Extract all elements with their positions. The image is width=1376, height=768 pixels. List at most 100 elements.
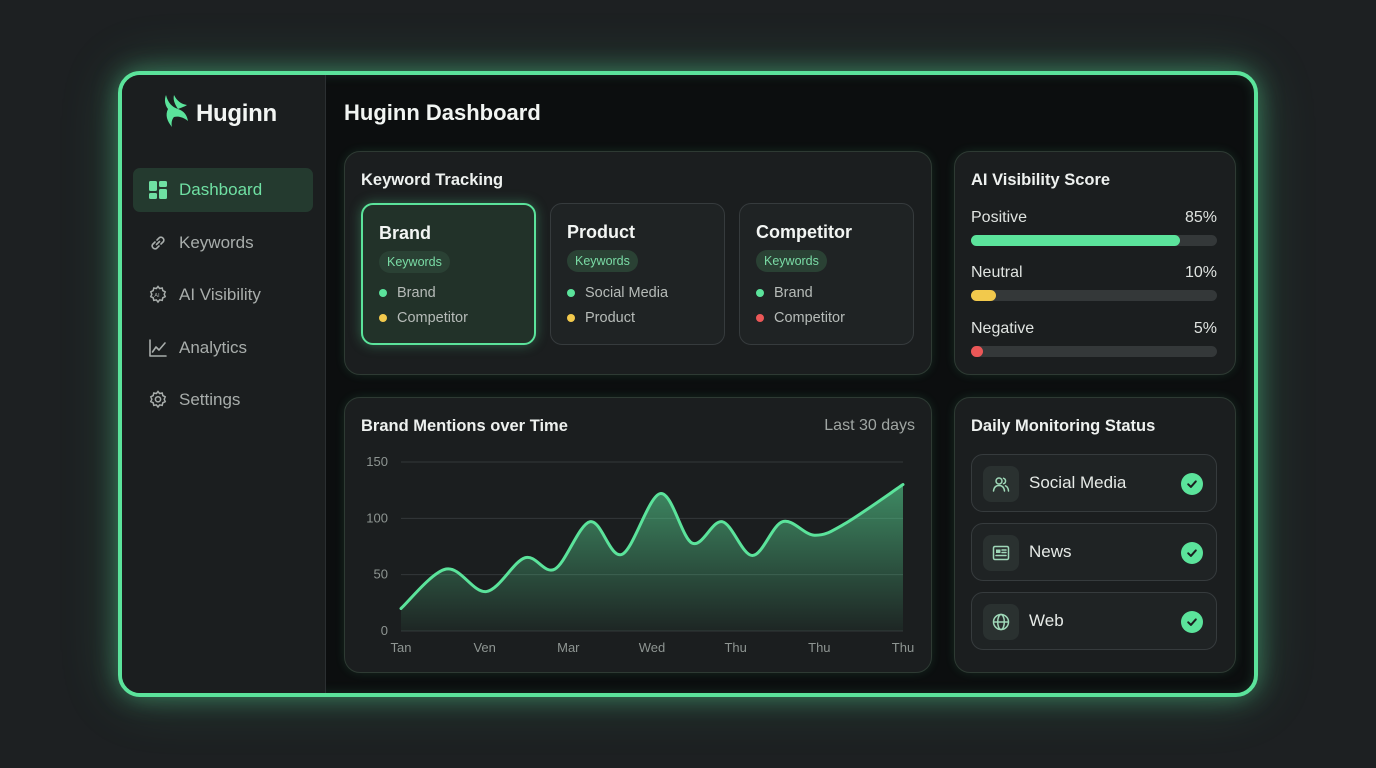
x-tick-label: Thu (724, 640, 746, 655)
keyword-item: Social Media (567, 285, 668, 301)
monitor-item-label: Web (1029, 611, 1064, 630)
card-title: Daily Monitoring Status (971, 417, 1156, 435)
visibility-row-neutral: Neutral 10% (971, 264, 1217, 301)
progress-fill (971, 290, 996, 301)
x-tick-label: Thu (808, 640, 830, 655)
status-dot (756, 289, 764, 297)
keyword-tracking-card: Keyword Tracking Brand Keywords Brand Co… (344, 151, 932, 375)
status-dot (379, 289, 387, 297)
visibility-percent: 85% (1184, 209, 1217, 226)
keyword-item: Brand (379, 285, 436, 301)
app-window: Huginn Dashboard (118, 71, 1258, 697)
svg-text:AI: AI (154, 293, 160, 299)
globe-icon (983, 604, 1019, 640)
x-tick-label: Mar (557, 640, 580, 655)
keyword-item-label: Competitor (397, 310, 468, 326)
keyword-card-name: Product (567, 222, 636, 242)
series-area (401, 484, 903, 631)
sidebar-item-ai-visibility[interactable]: AI AI Visibility (133, 273, 313, 317)
y-tick-label: 100 (366, 510, 388, 525)
date-range-selector[interactable]: Last 30 days (824, 417, 915, 434)
monitor-item-social-media[interactable]: Social Media (971, 454, 1217, 512)
visibility-label: Neutral (971, 264, 1023, 281)
line-chart-icon (147, 337, 169, 359)
sidebar-item-label: Analytics (179, 337, 248, 357)
visibility-row-negative: Negative 5% (971, 320, 1217, 357)
visibility-percent: 5% (1193, 320, 1217, 337)
card-title: AI Visibility Score (971, 171, 1111, 189)
status-dot (379, 314, 387, 322)
sidebar-item-label: Settings (179, 390, 241, 409)
x-tick-label: Ven (473, 640, 495, 655)
keyword-item-label: Brand (774, 285, 813, 301)
sidebar-item-dashboard[interactable]: Dashboard (133, 168, 313, 212)
keywords-badge: Keywords (379, 251, 450, 273)
monitor-item-label: News (1029, 542, 1072, 561)
visibility-label: Positive (971, 209, 1028, 226)
sidebar-item-analytics[interactable]: Analytics (133, 326, 313, 370)
users-icon (983, 466, 1019, 502)
keywords-badge: Keywords (567, 250, 638, 272)
progress-track (971, 346, 1217, 357)
visibility-label: Negative (971, 320, 1035, 337)
visibility-row-positive: Positive 85% (971, 209, 1217, 246)
progress-track (971, 235, 1217, 246)
status-dot (567, 289, 575, 297)
dashboard-icon (147, 179, 169, 201)
keyword-item: Brand (756, 285, 813, 301)
sidebar-item-label: Dashboard (179, 180, 263, 199)
app-name: Huginn (196, 99, 277, 127)
sidebar: Huginn Dashboard (122, 75, 326, 693)
keyword-item: Competitor (756, 310, 845, 326)
y-tick-label: 0 (381, 623, 388, 638)
x-tick-label: Thu (892, 640, 914, 655)
sidebar-item-label: Keywords (179, 232, 254, 252)
sidebar-item-label: AI Visibility (179, 285, 261, 304)
y-tick-label: 50 (374, 567, 388, 582)
status-dot (567, 314, 575, 322)
monitoring-status-card: Daily Monitoring Status Social Media (954, 397, 1236, 673)
progress-fill (971, 235, 1181, 246)
y-tick-label: 150 (366, 454, 388, 469)
card-title: Brand Mentions over Time (361, 417, 568, 435)
progress-fill (971, 346, 984, 357)
keyword-card-competitor[interactable]: Competitor Keywords Brand Competitor (739, 203, 914, 345)
keyword-item-label: Brand (397, 285, 436, 301)
keyword-item: Product (567, 310, 635, 326)
keyword-card-product[interactable]: Product Keywords Social Media Product (550, 203, 725, 345)
card-title: Keyword Tracking (361, 171, 504, 189)
keyword-card-name: Competitor (756, 222, 852, 242)
monitor-item-label: Social Media (1029, 473, 1127, 492)
check-icon (1181, 473, 1203, 495)
keyword-card-brand[interactable]: Brand Keywords Brand Competitor (361, 203, 536, 345)
keyword-item: Competitor (379, 310, 468, 326)
keyword-item-label: Product (585, 310, 635, 326)
keywords-badge: Keywords (756, 250, 827, 272)
huginn-logo-icon (162, 93, 192, 134)
sidebar-item-keywords[interactable]: Keywords (133, 221, 313, 265)
keyword-card-name: Brand (379, 223, 432, 243)
monitor-item-news[interactable]: News (971, 523, 1217, 581)
sidebar-nav: Dashboard Keywords AI (133, 168, 313, 431)
logo: Huginn (162, 93, 277, 134)
x-tick-label: Wed (639, 640, 666, 655)
x-tick-label: Tan (391, 640, 412, 655)
newspaper-icon (983, 535, 1019, 571)
visibility-percent: 10% (1184, 264, 1217, 281)
check-icon (1181, 611, 1203, 633)
keyword-item-label: Social Media (585, 285, 669, 301)
ai-visibility-card: AI Visibility Score Positive 85% Neutral… (954, 151, 1236, 375)
sidebar-item-settings[interactable]: Settings (133, 378, 313, 422)
brand-mentions-chart: 0 50 100 150 Tan Ven Mar Wed Thu Thu Thu (366, 454, 914, 655)
keyword-item-label: Competitor (774, 310, 845, 326)
gear-icon (147, 389, 169, 411)
page-title: Huginn Dashboard (344, 100, 541, 125)
check-icon (1181, 542, 1203, 564)
progress-track (971, 290, 1217, 301)
monitor-item-web[interactable]: Web (971, 592, 1217, 650)
status-dot (756, 314, 764, 322)
brand-mentions-card: Brand Mentions over Time Last 30 days 0 5… (344, 397, 932, 673)
link-icon (147, 232, 169, 254)
ai-gear-icon: AI (147, 284, 169, 306)
series-line (399, 483, 905, 610)
